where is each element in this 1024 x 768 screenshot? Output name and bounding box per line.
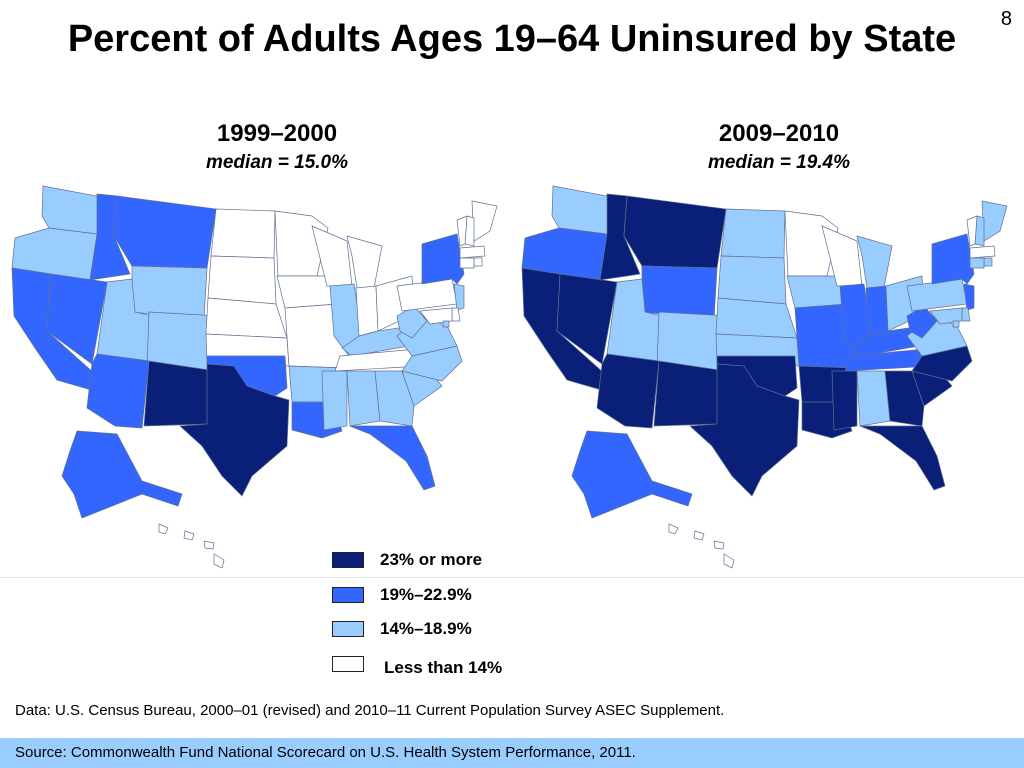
state-ct [969, 257, 985, 269]
state-me [981, 200, 1008, 242]
us-map-svg [521, 185, 1008, 569]
state-nj [963, 283, 975, 311]
state-az [86, 353, 150, 429]
legend-item-19-to-22.9: 19%–22.9% [330, 585, 590, 620]
state-sd [207, 255, 277, 305]
state-ne [205, 297, 288, 339]
state-wy [641, 265, 718, 320]
legend-item-less-than-14: Less than 14% [330, 654, 590, 689]
map-header-2009-2010: 2009–2010 median = 19.4% [614, 120, 944, 174]
legend-swatch [332, 586, 364, 603]
legend-label: Less than 14% [384, 657, 503, 677]
state-ri [983, 257, 993, 267]
legend-item-23-or-more: 23% or more [330, 550, 590, 585]
map-period-label: 2009–2010 [718, 120, 840, 147]
state-fl [859, 425, 946, 491]
legend-swatch [332, 655, 364, 672]
state-vt [456, 215, 468, 247]
source-text: Source: Commonwealth Fund National Score… [15, 744, 636, 761]
state-ms [831, 370, 858, 431]
state-hi [158, 523, 225, 569]
state-md [419, 307, 453, 325]
map-median-label: median = 19.4% [707, 152, 851, 173]
state-sd [717, 255, 787, 305]
state-md [929, 307, 963, 325]
state-al [856, 370, 891, 427]
state-mt [623, 195, 727, 269]
data-note: Data: U.S. Census Bureau, 2000–01 (revis… [15, 702, 725, 719]
state-ma [459, 245, 486, 259]
map-median-label: median = 15.0% [205, 152, 349, 173]
state-fl [349, 425, 436, 491]
state-ri [473, 257, 483, 267]
state-nd [210, 208, 276, 259]
legend-swatch [332, 552, 364, 568]
state-ga [884, 370, 925, 427]
legend-label: 19%–22.9% [380, 584, 472, 604]
state-nd [720, 208, 786, 259]
state-de [451, 307, 461, 322]
state-nm [143, 360, 217, 427]
legend-label: 23% or more [380, 550, 483, 569]
page-number: 8 [1000, 8, 1012, 30]
legend-item-14-to-18.9: 14%–18.9% [330, 619, 590, 654]
state-ct [459, 257, 475, 269]
us-map-1999-2000 [2, 176, 502, 576]
state-in [865, 285, 889, 337]
state-vt [966, 215, 978, 247]
source-bar: Source: Commonwealth Fund National Score… [0, 738, 1024, 768]
us-map-svg [11, 185, 498, 569]
state-in [355, 285, 379, 337]
state-ak [61, 430, 183, 519]
state-dc [442, 320, 450, 328]
state-mi [346, 235, 383, 289]
state-ne [715, 297, 798, 339]
state-ga [374, 370, 415, 427]
slide-title: Percent of Adults Ages 19–64 Uninsured b… [67, 18, 957, 60]
state-ak [571, 430, 693, 519]
legend-swatch [332, 621, 364, 637]
legend: 23% or more 19%–22.9% 14%–18.9% Less tha… [330, 550, 590, 688]
map-period-label: 1999–2000 [216, 120, 338, 147]
state-mi [856, 235, 893, 289]
state-ok [716, 355, 798, 397]
state-nm [653, 360, 727, 427]
state-dc [952, 320, 960, 328]
state-wa [41, 185, 103, 235]
state-de [961, 307, 971, 322]
divider-line [0, 577, 1024, 578]
legend-label: 14%–18.9% [380, 619, 472, 638]
state-az [596, 353, 660, 429]
state-ny [421, 233, 465, 285]
state-ny [931, 233, 975, 285]
state-ma [969, 245, 996, 259]
state-nj [453, 283, 465, 311]
state-hi [668, 523, 735, 569]
state-mt [113, 195, 217, 269]
us-map-2009-2010 [512, 176, 1012, 576]
state-al [346, 370, 381, 427]
state-me [471, 200, 498, 242]
state-ok [206, 355, 288, 397]
map-header-1999-2000: 1999–2000 median = 15.0% [112, 120, 442, 174]
state-wy [131, 265, 208, 320]
state-ms [321, 370, 348, 431]
state-wa [551, 185, 613, 235]
